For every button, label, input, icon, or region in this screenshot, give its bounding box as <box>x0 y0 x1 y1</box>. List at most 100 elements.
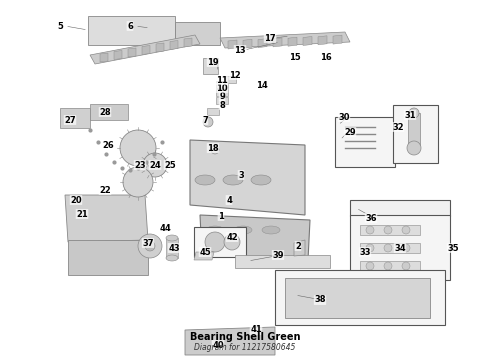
Polygon shape <box>65 195 148 242</box>
Text: 35: 35 <box>447 243 459 252</box>
Circle shape <box>366 262 374 270</box>
Ellipse shape <box>251 175 271 185</box>
Ellipse shape <box>262 226 280 234</box>
Text: 37: 37 <box>142 239 154 248</box>
Polygon shape <box>216 89 228 96</box>
Text: 45: 45 <box>199 248 211 257</box>
Polygon shape <box>207 108 219 115</box>
Text: 31: 31 <box>404 111 416 120</box>
Circle shape <box>402 262 410 270</box>
Polygon shape <box>408 113 420 145</box>
Text: Diagram for 11217580645: Diagram for 11217580645 <box>195 343 295 352</box>
Polygon shape <box>303 36 312 45</box>
Text: 24: 24 <box>149 161 161 170</box>
Text: 44: 44 <box>159 224 171 233</box>
Polygon shape <box>194 252 214 260</box>
Circle shape <box>384 226 392 234</box>
Text: 16: 16 <box>320 53 332 62</box>
Circle shape <box>407 141 421 155</box>
Circle shape <box>384 244 392 252</box>
Text: 29: 29 <box>344 127 356 136</box>
Polygon shape <box>175 22 220 45</box>
Text: 12: 12 <box>229 71 241 80</box>
Polygon shape <box>156 43 164 52</box>
Circle shape <box>409 108 419 118</box>
Circle shape <box>120 130 156 166</box>
Text: 40: 40 <box>212 341 224 350</box>
Text: 32: 32 <box>392 122 404 131</box>
Text: 34: 34 <box>394 243 406 252</box>
Text: 17: 17 <box>264 33 276 42</box>
Circle shape <box>366 244 374 252</box>
Text: 42: 42 <box>226 233 238 242</box>
Ellipse shape <box>223 175 243 185</box>
Polygon shape <box>285 278 430 318</box>
Polygon shape <box>360 225 420 235</box>
Circle shape <box>203 117 213 127</box>
Polygon shape <box>60 108 90 128</box>
Polygon shape <box>235 255 330 268</box>
Ellipse shape <box>195 175 215 185</box>
Text: 33: 33 <box>359 248 371 257</box>
Text: 6: 6 <box>127 22 133 31</box>
Bar <box>275 270 445 325</box>
Text: 9: 9 <box>219 91 225 100</box>
Circle shape <box>138 234 162 258</box>
Text: 13: 13 <box>234 45 246 54</box>
Text: 21: 21 <box>76 210 88 219</box>
Bar <box>350 200 450 216</box>
Polygon shape <box>228 40 237 49</box>
Text: 26: 26 <box>102 140 114 149</box>
Polygon shape <box>90 35 200 64</box>
Text: 25: 25 <box>164 161 176 170</box>
Text: 2: 2 <box>295 242 301 251</box>
Text: 18: 18 <box>207 144 219 153</box>
Polygon shape <box>100 53 108 62</box>
Text: 11: 11 <box>216 76 228 85</box>
Polygon shape <box>294 240 305 256</box>
Polygon shape <box>166 238 178 258</box>
Circle shape <box>143 153 167 177</box>
Polygon shape <box>333 35 342 44</box>
Bar <box>194 227 246 257</box>
Text: 10: 10 <box>216 84 228 93</box>
Text: 22: 22 <box>99 185 111 194</box>
Text: 27: 27 <box>64 116 76 125</box>
Text: 23: 23 <box>134 161 146 170</box>
Polygon shape <box>200 215 310 260</box>
Polygon shape <box>360 243 420 253</box>
Text: 39: 39 <box>272 251 284 260</box>
Text: 20: 20 <box>70 195 82 204</box>
Polygon shape <box>128 48 136 57</box>
Ellipse shape <box>206 226 224 234</box>
Text: 30: 30 <box>338 113 350 122</box>
Bar <box>350 215 450 280</box>
Polygon shape <box>318 36 327 45</box>
Polygon shape <box>273 38 282 47</box>
Polygon shape <box>360 261 420 271</box>
Text: 41: 41 <box>250 325 262 334</box>
Circle shape <box>123 167 153 197</box>
Polygon shape <box>142 45 150 54</box>
Circle shape <box>205 232 225 252</box>
Circle shape <box>366 226 374 234</box>
Polygon shape <box>185 327 275 355</box>
Bar <box>393 105 438 163</box>
Polygon shape <box>224 76 236 83</box>
Text: 36: 36 <box>365 213 377 222</box>
Circle shape <box>145 241 155 251</box>
Text: 7: 7 <box>202 116 208 125</box>
Ellipse shape <box>234 226 252 234</box>
Polygon shape <box>216 81 228 88</box>
Text: 19: 19 <box>207 58 219 67</box>
Circle shape <box>402 226 410 234</box>
Text: 5: 5 <box>57 22 63 31</box>
Text: Bearing Shell Green: Bearing Shell Green <box>190 332 300 342</box>
Circle shape <box>402 244 410 252</box>
Polygon shape <box>243 39 252 48</box>
Polygon shape <box>88 16 175 45</box>
Circle shape <box>211 146 219 154</box>
Circle shape <box>384 262 392 270</box>
Polygon shape <box>68 240 148 275</box>
Text: 8: 8 <box>219 100 225 109</box>
